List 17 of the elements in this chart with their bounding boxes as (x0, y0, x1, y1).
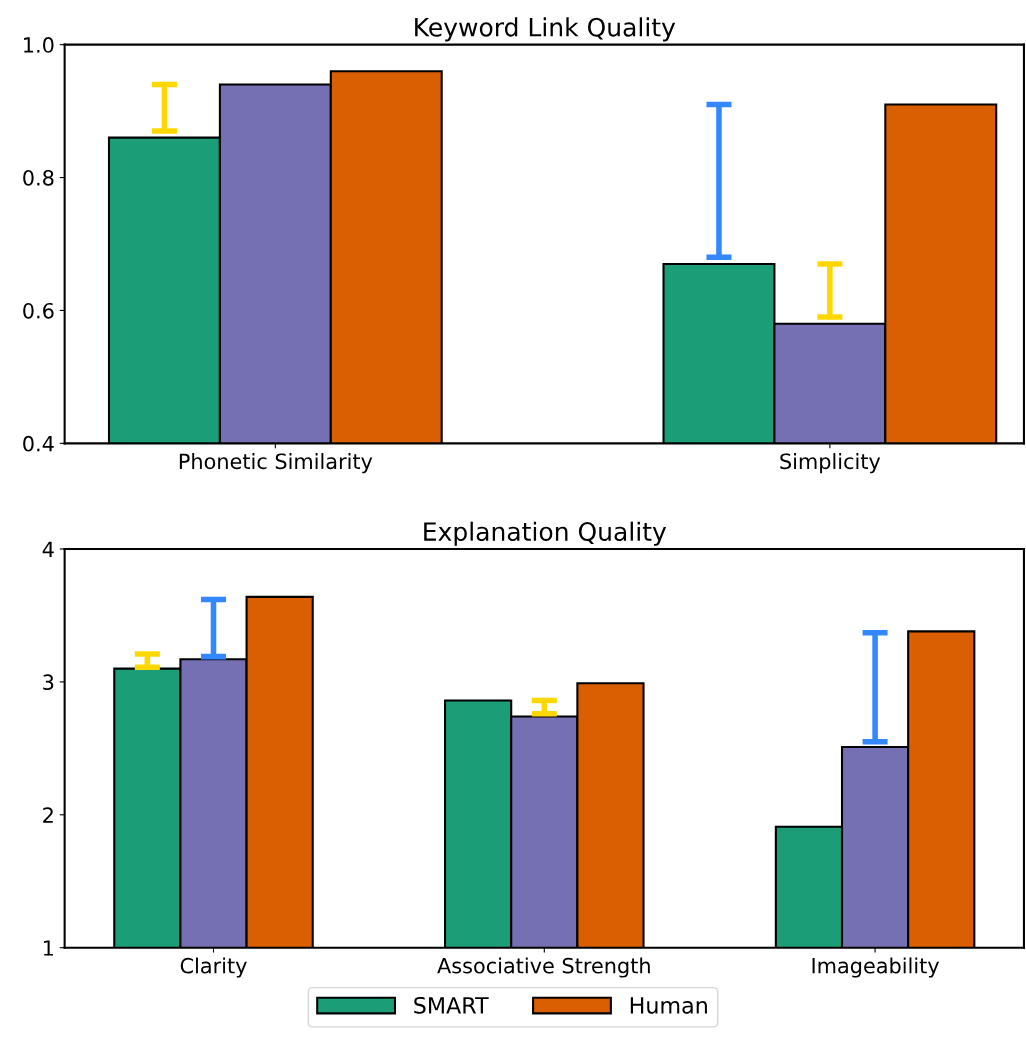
x-tick-label: Phonetic Similarity (179, 453, 373, 474)
x-tick-label: Associative Strength (437, 957, 650, 978)
y-tick-label: 0.4 (23, 435, 54, 452)
legend-label: Human (630, 997, 707, 1014)
y-tick-label: 4 (42, 541, 54, 557)
legend-label: SMART (414, 996, 489, 1014)
y-tick-label: 3 (43, 674, 54, 691)
y-tick-label: 0.8 (23, 169, 54, 186)
y-tick-label: 1 (43, 940, 53, 956)
chart-title: Keyword Link Quality (415, 17, 676, 42)
y-tick-label: 1.0 (24, 37, 54, 53)
x-tick-label: Clarity (180, 957, 247, 978)
x-tick-label: Imageability (812, 957, 940, 978)
y-tick-label: 0.6 (23, 302, 54, 319)
x-tick-label: Simplicity (780, 453, 881, 474)
y-tick-label: 2 (43, 807, 53, 823)
chart-title: Explanation Quality (424, 521, 667, 546)
